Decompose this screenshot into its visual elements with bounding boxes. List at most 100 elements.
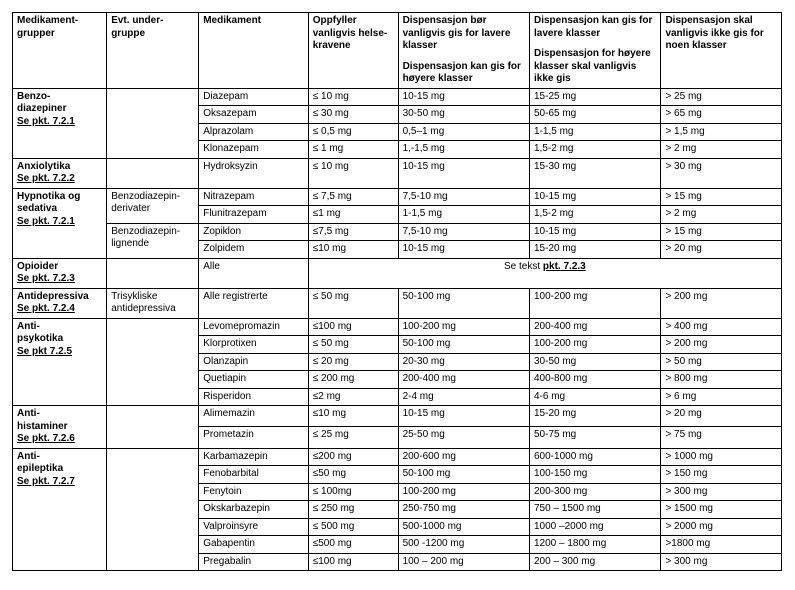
med-cell: Diazepam xyxy=(199,88,309,106)
dose-cell: > 20 mg xyxy=(661,241,782,259)
dose-cell: ≤ 0,5 mg xyxy=(308,123,398,141)
dose-cell: ≤ 50 mg xyxy=(308,288,398,318)
med-cell: Klonazepam xyxy=(199,141,309,159)
dose-cell: ≤ 30 mg xyxy=(308,106,398,124)
med-cell: Hydroksyzin xyxy=(199,158,309,188)
dose-cell: ≤ 25 mg xyxy=(308,427,398,448)
dose-cell: > 300 mg xyxy=(661,553,782,571)
dose-cell: 1-1,5 mg xyxy=(398,206,529,224)
dose-cell: ≤ 250 mg xyxy=(308,501,398,519)
med-cell: Pregabalin xyxy=(199,553,309,571)
med-cell: Gabapentin xyxy=(199,536,309,554)
dose-cell: ≤ 100mg xyxy=(308,483,398,501)
dose-cell: 10-15 mg xyxy=(398,241,529,259)
med-cell: Risperidon xyxy=(199,388,309,406)
dose-cell: 50-100 mg xyxy=(398,336,529,354)
dose-cell: ≤ 200 mg xyxy=(308,371,398,389)
table-row: Hypnotika og sedativaSe pkt. 7.2.1Benzod… xyxy=(13,188,782,206)
header-subgroup: Evt. under-gruppe xyxy=(107,13,199,89)
dose-cell: 50-75 mg xyxy=(530,427,661,448)
dose-cell: 30-50 mg xyxy=(530,353,661,371)
dose-cell: ≤1 mg xyxy=(308,206,398,224)
table-row: OpioiderSe pkt. 7.2.3AlleSe tekst pkt. 7… xyxy=(13,258,782,288)
dose-cell: 100-200 mg xyxy=(398,318,529,336)
dose-cell: 20-30 mg xyxy=(398,353,529,371)
dose-cell: ≤2 mg xyxy=(308,388,398,406)
table-row: Benzo-diazepinerSe pkt. 7.2.1Diazepam≤ 1… xyxy=(13,88,782,106)
table-row: Anti-epileptikaSe pkt. 7.2.7Karbamazepin… xyxy=(13,448,782,466)
table-row: Anti-psykotikaSe pkt 7.2.5Levomepromazin… xyxy=(13,318,782,336)
dose-cell: ≤ 10 mg xyxy=(308,88,398,106)
dose-cell: 30-50 mg xyxy=(398,106,529,124)
dose-cell: > 25 mg xyxy=(661,88,782,106)
subgroup-cell xyxy=(107,406,199,449)
med-cell: Zopiklon xyxy=(199,223,309,241)
dose-cell: 2-4 mg xyxy=(398,388,529,406)
medication-table: Medikament-grupper Evt. under-gruppe Med… xyxy=(12,12,782,571)
table-row: AntidepressivaSe pkt. 7.2.4Trisykliske a… xyxy=(13,288,782,318)
dose-cell: 15-20 mg xyxy=(530,406,661,427)
dose-cell: ≤ 10 mg xyxy=(308,158,398,188)
dose-cell: 400-800 mg xyxy=(530,371,661,389)
dose-cell: >1800 mg xyxy=(661,536,782,554)
dose-cell: 1200 – 1800 mg xyxy=(530,536,661,554)
dose-cell: > 30 mg xyxy=(661,158,782,188)
dose-cell: ≤500 mg xyxy=(308,536,398,554)
med-cell: Klorprotixen xyxy=(199,336,309,354)
subgroup-cell: Benzodiazepin-derivater xyxy=(107,188,199,223)
dose-cell: > 6 mg xyxy=(661,388,782,406)
med-cell: Olanzapin xyxy=(199,353,309,371)
dose-cell: > 50 mg xyxy=(661,353,782,371)
subgroup-cell xyxy=(107,318,199,406)
dose-cell: 1,-1,5 mg xyxy=(398,141,529,159)
dose-cell: ≤ 20 mg xyxy=(308,353,398,371)
dose-cell: > 15 mg xyxy=(661,188,782,206)
subgroup-cell xyxy=(107,258,199,288)
group-cell: Anti-psykotikaSe pkt 7.2.5 xyxy=(13,318,107,406)
dose-cell: 250-750 mg xyxy=(398,501,529,519)
dose-cell: 15-25 mg xyxy=(530,88,661,106)
dose-cell: > 1500 mg xyxy=(661,501,782,519)
dose-cell: 10-15 mg xyxy=(398,88,529,106)
med-cell: Alle xyxy=(199,258,309,288)
dose-cell: > 2 mg xyxy=(661,206,782,224)
med-cell: Zolpidem xyxy=(199,241,309,259)
dose-cell: 100-200 mg xyxy=(398,483,529,501)
dose-cell: ≤7,5 mg xyxy=(308,223,398,241)
header-c4: Dispensasjon skal vanligvis ikke gis for… xyxy=(661,13,782,89)
dose-cell: 200-300 mg xyxy=(530,483,661,501)
med-cell: Quetiapin xyxy=(199,371,309,389)
table-row: Anti-histaminerSe pkt. 7.2.6Alimemazin≤1… xyxy=(13,406,782,427)
dose-cell: > 800 mg xyxy=(661,371,782,389)
dose-cell: ≤ 1 mg xyxy=(308,141,398,159)
med-cell: Valproinsyre xyxy=(199,518,309,536)
dose-cell: 750 – 1500 mg xyxy=(530,501,661,519)
med-cell: Nitrazepam xyxy=(199,188,309,206)
med-cell: Fenobarbital xyxy=(199,466,309,484)
med-cell: Alle registrerte xyxy=(199,288,309,318)
subgroup-cell xyxy=(107,448,199,571)
dose-cell: ≤ 7,5 mg xyxy=(308,188,398,206)
med-cell: Flunitrazepam xyxy=(199,206,309,224)
dose-cell: 7,5-10 mg xyxy=(398,223,529,241)
dose-cell: > 65 mg xyxy=(661,106,782,124)
dose-cell: > 400 mg xyxy=(661,318,782,336)
dose-cell: 50-65 mg xyxy=(530,106,661,124)
group-cell: Anti-histaminerSe pkt. 7.2.6 xyxy=(13,406,107,449)
dose-cell: 500 -1200 mg xyxy=(398,536,529,554)
group-cell: Hypnotika og sedativaSe pkt. 7.2.1 xyxy=(13,188,107,258)
dose-cell: 50-100 mg xyxy=(398,288,529,318)
table-body: Benzo-diazepinerSe pkt. 7.2.1Diazepam≤ 1… xyxy=(13,88,782,571)
dose-cell: 200-600 mg xyxy=(398,448,529,466)
dose-cell: 15-20 mg xyxy=(530,241,661,259)
subgroup-cell xyxy=(107,158,199,188)
dose-cell: ≤ 500 mg xyxy=(308,518,398,536)
dose-cell: 0,5–1 mg xyxy=(398,123,529,141)
dose-cell: 100 – 200 mg xyxy=(398,553,529,571)
dose-cell: 1,5-2 mg xyxy=(530,206,661,224)
dose-cell: > 300 mg xyxy=(661,483,782,501)
dose-cell: 10-15 mg xyxy=(398,406,529,427)
subgroup-cell: Benzodiazepin-lignende xyxy=(107,223,199,258)
dose-cell: 200 – 300 mg xyxy=(530,553,661,571)
dose-cell: 200-400 mg xyxy=(398,371,529,389)
